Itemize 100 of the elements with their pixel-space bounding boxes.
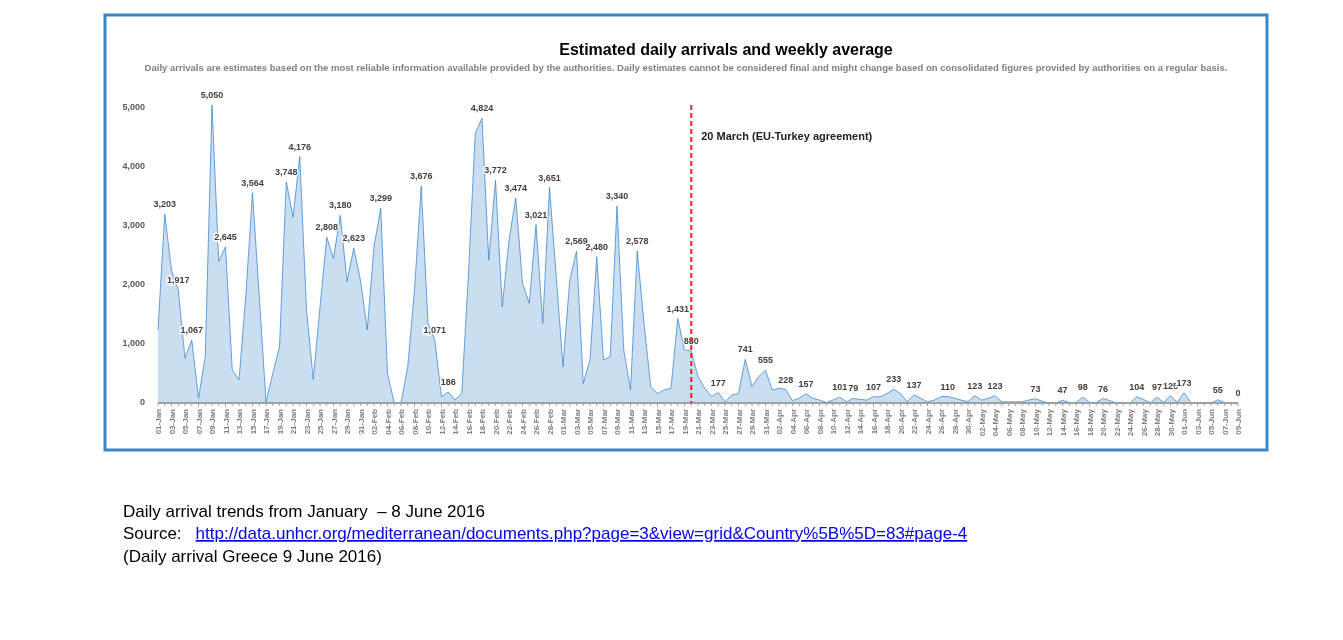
source-note: Source: <box>123 524 182 543</box>
x-tick-label: 12-Feb <box>437 408 447 435</box>
x-tick-label: 28-Feb <box>545 408 555 435</box>
x-tick-label: 26-Apr <box>937 409 946 435</box>
x-tick-label: 12-Apr <box>842 409 852 435</box>
data-label: 98 <box>1077 382 1088 393</box>
data-label: 79 <box>848 383 859 394</box>
x-tick-label: 09-Mar <box>613 409 622 435</box>
x-tick-label: 16-Feb <box>464 408 474 435</box>
chart-title: Estimated daily arrivals and weekly average <box>559 41 893 58</box>
x-tick-label: 21-Mar <box>694 409 703 435</box>
x-tick-label: 06-May <box>1004 408 1014 437</box>
ref-line-label: 20 March (EU-Turkey agreement) <box>701 130 873 142</box>
data-label: 5,050 <box>200 90 224 100</box>
chart-subtitle: Daily arrivals are estimates based on the most reliable information available provided by the authorities. Daily estimates cannot be considered final and might change based on consolidated figures provided by authorities on a regular basis. <box>144 62 1228 73</box>
data-label: 233 <box>886 374 902 385</box>
data-label: 157 <box>798 378 814 389</box>
x-tick-label: 16-May <box>1072 408 1081 437</box>
x-tick-label: 22-May <box>1112 408 1122 437</box>
x-tick-label: 02-May <box>977 408 987 437</box>
x-tick-label: 31-Jan <box>356 408 366 435</box>
x-tick-label: 26-May <box>1139 408 1149 437</box>
x-tick-label: 18-Apr <box>883 409 892 435</box>
x-tick-label: 10-May <box>1031 408 1041 437</box>
x-tick-label: 01-Jan <box>154 408 163 435</box>
x-tick-label: 10-Feb <box>424 408 433 435</box>
y-tick-label: 3,000 <box>122 220 145 231</box>
x-tick-label: 19-Mar <box>680 409 690 435</box>
x-tick-label: 11-Jan <box>221 408 231 434</box>
x-tick-label: 20-May <box>1099 408 1108 437</box>
x-tick-label: 01-Jun <box>1180 408 1189 435</box>
x-tick-label: 07-Jan <box>194 408 204 435</box>
x-tick-label: 15-Jan <box>248 408 258 435</box>
data-label: 186 <box>440 377 456 388</box>
data-label: 173 <box>1176 377 1192 388</box>
data-label: 55 <box>1212 384 1223 395</box>
data-label: 3,564 <box>241 177 264 188</box>
x-tick-label: 07-Mar <box>599 409 609 435</box>
data-label: 110 <box>940 381 956 392</box>
data-label: 1,067 <box>180 325 204 336</box>
x-tick-label: 22-Feb <box>505 408 514 435</box>
data-label: 3,299 <box>369 193 393 204</box>
data-label: 4,824 <box>470 103 494 114</box>
data-label: 228 <box>778 374 794 385</box>
data-label: 104 <box>1129 381 1145 392</box>
x-tick-label: 27-Jan <box>329 408 339 435</box>
data-label: 97 <box>1151 382 1163 393</box>
x-tick-label: 23-Jan <box>302 408 312 435</box>
x-tick-label: 13-Mar <box>640 409 649 435</box>
data-label: 4,176 <box>288 141 312 152</box>
x-tick-label: 03-Mar <box>572 409 582 435</box>
data-label: 2,808 <box>315 222 339 233</box>
x-tick-label: 01-Mar <box>559 409 568 435</box>
x-tick-label: 09-Jun <box>1234 408 1243 435</box>
x-tick-label: 04-May <box>991 408 1000 437</box>
x-tick-label: 04-Apr <box>788 409 798 435</box>
x-tick-label: 24-May <box>1126 408 1135 437</box>
data-label: 880 <box>683 336 699 347</box>
x-tick-label: 14-May <box>1058 408 1068 437</box>
data-label: 741 <box>737 344 753 355</box>
x-tick-label: 02-Apr <box>775 409 784 435</box>
data-label: 3,203 <box>153 198 177 209</box>
data-label: 3,474 <box>504 183 528 193</box>
x-tick-label: 09-Jan <box>208 408 217 435</box>
data-label: 177 <box>710 377 726 388</box>
x-tick-label: 18-Feb <box>478 408 487 435</box>
x-tick-label: 07-Jun <box>1220 408 1230 435</box>
x-tick-label: 08-Feb <box>410 408 420 435</box>
x-tick-label: 06-Feb <box>397 408 406 435</box>
x-tick-label: 12-May <box>1045 408 1054 437</box>
data-label: 123 <box>987 380 1003 391</box>
x-tick-label: 28-Apr <box>950 409 960 435</box>
x-tick-label: 14-Apr <box>856 409 865 435</box>
text: Daily arrival trends from January – 8 June 2016 <box>123 502 485 521</box>
y-tick-label: 2,000 <box>122 279 145 290</box>
x-tick-label: 06-Apr <box>802 409 811 435</box>
x-tick-label: 16-Apr <box>869 409 879 435</box>
data-label: 3,180 <box>328 200 352 211</box>
x-tick-label: 08-May <box>1018 408 1027 437</box>
x-tick-label: 22-Apr <box>910 409 919 435</box>
x-tick-label: 04-Feb <box>383 408 393 435</box>
x-tick-label: 10-Apr <box>829 409 838 435</box>
x-tick-label: 25-Jan <box>316 408 325 435</box>
x-tick-label: 03-Jan <box>167 408 177 435</box>
y-tick-label: 5,000 <box>122 102 145 113</box>
x-tick-label: 31-Mar <box>761 409 771 435</box>
y-tick-label: 4,000 <box>122 161 145 172</box>
x-tick-label: 11-Mar <box>626 409 636 435</box>
y-tick-label: 0 <box>139 397 145 408</box>
x-tick-label: 20-Feb <box>491 408 501 435</box>
x-tick-label: 24-Feb <box>518 408 528 435</box>
y-tick-label: 1,000 <box>122 338 145 349</box>
data-label: 1,431 <box>666 303 690 314</box>
data-label: 3,651 <box>538 172 561 183</box>
text: (Daily arrival Greece 9 June 2016) <box>123 547 382 566</box>
x-tick-label: 29-Jan <box>343 408 352 435</box>
x-tick-label: 27-Mar <box>734 409 744 435</box>
x-tick-label: 14-Feb <box>451 408 460 435</box>
x-tick-label: 19-Jan <box>275 408 285 435</box>
data-label: 123 <box>967 380 983 391</box>
